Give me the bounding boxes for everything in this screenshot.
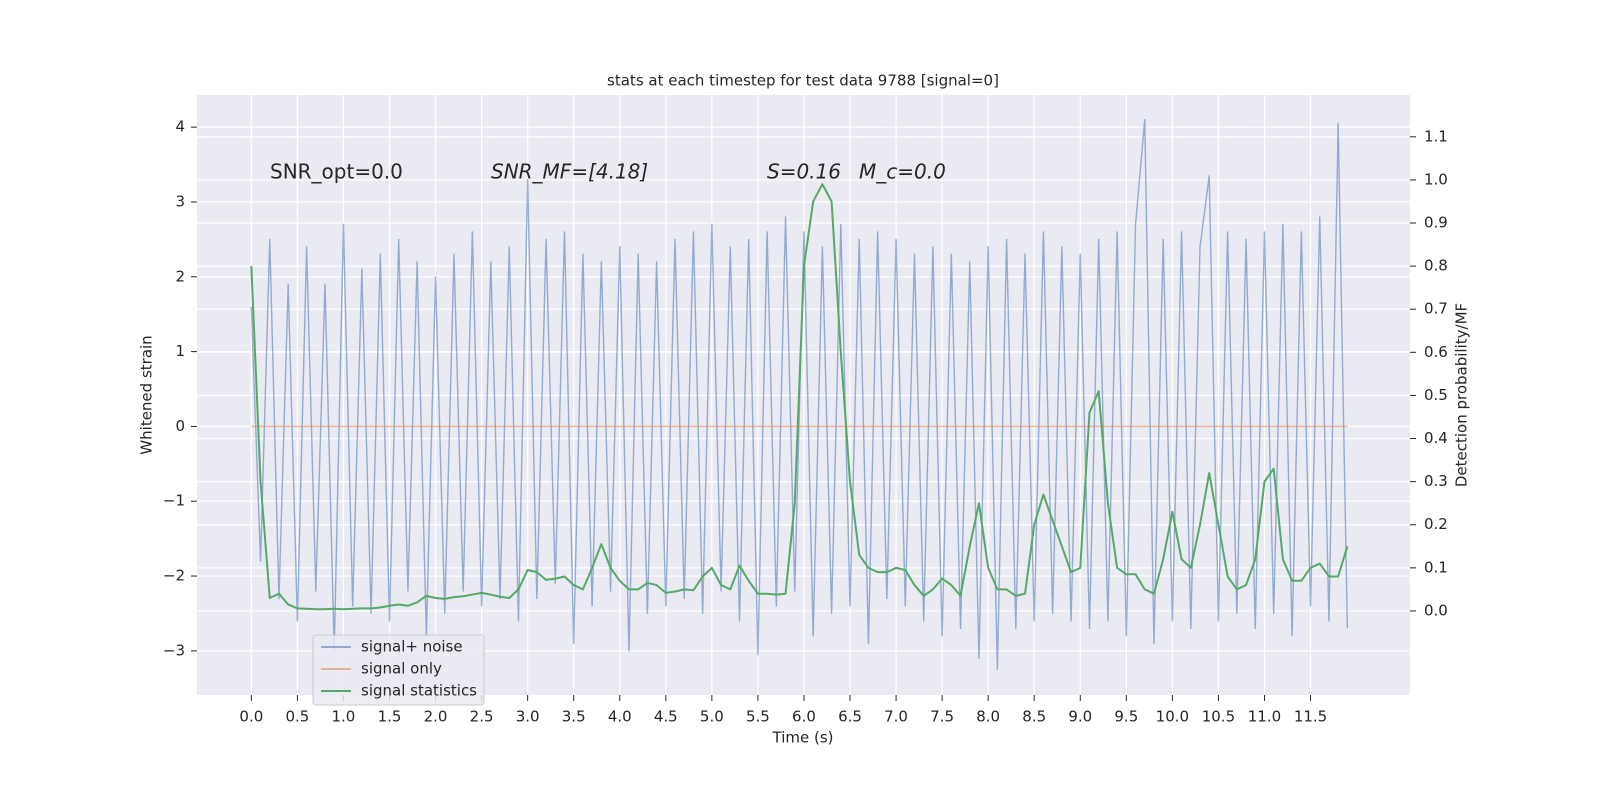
y-tick-label: 3 [175,192,185,210]
x-tick-label: 1.0 [332,708,356,726]
y2-tick-label: 1.1 [1424,127,1448,145]
x-tick-label: 5.0 [700,708,724,726]
y2-tick-label: 0.8 [1424,257,1448,275]
legend-label: signal statistics [361,682,477,700]
y2-tick-label: 0.6 [1424,343,1448,361]
x-tick-label: 10.5 [1202,708,1235,726]
x-axis-label: Time (s) [772,729,834,747]
x-tick-label: 3.0 [516,708,540,726]
x-tick-label: 0.5 [285,708,309,726]
x-tick-label: 7.5 [930,708,954,726]
x-tick-label: 8.0 [976,708,1000,726]
y2-tick-label: 0.3 [1424,472,1448,490]
series-line [250,183,1349,611]
y-tick-label: −1 [163,492,185,510]
x-tick-label: 7.0 [884,708,908,726]
y-tick-label: 4 [175,118,185,136]
y2-tick-label: 0.2 [1424,515,1448,533]
y-tick-label: 1 [175,342,185,360]
annotation: M_c=0.0 [859,160,946,184]
x-tick-label: 6.5 [838,708,862,726]
y2-tick-label: 0.1 [1424,558,1448,576]
x-tick-label: 2.5 [470,708,494,726]
y2-tick-label: 1.0 [1424,170,1448,188]
legend-box [312,634,485,706]
x-tick-label: 6.0 [792,708,816,726]
y2-tick-label: 0.9 [1424,214,1448,232]
legend-label: signal only [361,660,442,678]
x-tick-label: 5.5 [746,708,770,726]
y-tick-label: 0 [175,417,185,435]
annotation: SNR_MF=[4.18] [491,160,648,184]
x-tick-label: 11.0 [1248,708,1281,726]
annotation: SNR_opt=0.0 [270,160,403,184]
x-tick-label: 10.0 [1156,708,1189,726]
x-tick-label: 4.5 [654,708,678,726]
y-tick-label: −2 [163,567,185,585]
x-tick-label: 9.0 [1068,708,1092,726]
annotation: S=0.16 [767,160,841,184]
x-tick-label: 4.0 [608,708,632,726]
y-tick-label: −3 [163,641,185,659]
y-tick-label: 2 [175,267,185,285]
legend: signal+ noise signal only signal statistic… [312,634,485,706]
x-tick-label: 1.5 [378,708,402,726]
x-tick-label: 9.5 [1114,708,1138,726]
y2-tick-label: 0.5 [1424,386,1448,404]
x-tick-label: 11.5 [1294,708,1327,726]
x-tick-label: 8.5 [1022,708,1046,726]
chart-title: stats at each timestep for test data 978… [607,72,999,90]
x-tick-label: 3.5 [562,708,586,726]
legend-label: signal+ noise [361,638,463,656]
series-line [250,118,1349,671]
y-axis-label: Whitened strain [138,335,156,454]
x-tick-label: 0.0 [239,708,263,726]
y2-tick-label: 0.7 [1424,300,1448,318]
y2-tick-label: 0.0 [1424,601,1448,619]
y2-axis-label: Detection probability/MF [1453,303,1471,487]
y2-tick-label: 0.4 [1424,429,1448,447]
x-tick-label: 2.0 [424,708,448,726]
